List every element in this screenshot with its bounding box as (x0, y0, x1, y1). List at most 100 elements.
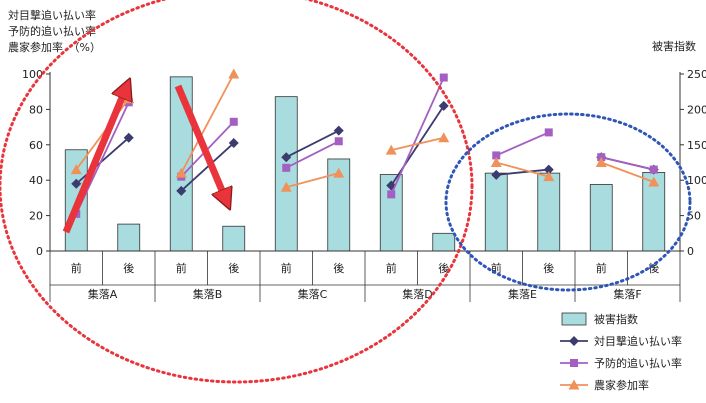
group-label-6: 集落F (613, 287, 641, 301)
series-3-point-3-after (333, 167, 345, 178)
bar-5 (274, 96, 298, 252)
bar-9 (484, 172, 508, 252)
subcategory-label-3-2: 後 (333, 261, 344, 275)
subcategory-label-1-2: 後 (123, 261, 134, 275)
series-1-segment-3 (285, 129, 340, 158)
down-arrow-annotation (174, 84, 226, 200)
group-label-1: 集落A (88, 287, 118, 301)
group-label-5: 集落E (508, 287, 537, 301)
series-2-point-5-after (544, 128, 553, 137)
legend-label-series-2: 予防的追い払い率 (594, 356, 682, 370)
right-axis-title: 被害指数 (652, 39, 696, 53)
bar-11 (589, 184, 613, 252)
legend-marker-series-2 (570, 359, 578, 367)
legend-marker-series-1 (569, 336, 579, 346)
subcategory-label-4-1: 前 (386, 261, 397, 275)
series-3-point-4-after (438, 132, 450, 143)
series-3-point-6-before (595, 157, 607, 167)
subcategory-label-4-2: 後 (438, 261, 449, 275)
bar-2 (117, 223, 141, 252)
series-2-segment-5 (495, 131, 550, 157)
annotation-layer (0, 0, 692, 384)
series-3-segment-5 (496, 161, 549, 178)
group-label-4: 集落D (402, 287, 432, 301)
series-1-point-2-after (228, 138, 239, 149)
bar-8 (432, 232, 456, 252)
bars-layer (64, 76, 666, 252)
blue-dotted-ellipse (444, 112, 692, 292)
group-label-2: 集落B (193, 287, 223, 301)
series-2-point-4-after (439, 73, 448, 82)
right-tick-label-0: 0 (687, 245, 694, 258)
series-1-point-4-after (438, 100, 449, 111)
series-3-point-5-before (490, 157, 502, 167)
subcategory-label-1-1: 前 (71, 261, 82, 275)
series-3-segment-2 (180, 73, 235, 174)
right-tick-label-200: 200 (687, 103, 706, 116)
lines-layer (70, 68, 660, 218)
subcategory-label-6-1: 前 (596, 261, 607, 275)
series-3-point-2-before (175, 167, 187, 178)
series-3-point-5-after (543, 171, 555, 182)
series-3-point-6-after (648, 176, 660, 187)
series-1-segment-5 (496, 168, 549, 176)
series-1-segment-1 (75, 137, 130, 185)
series-3-point-3-before (280, 181, 292, 192)
series-2-point-5-before (492, 151, 501, 160)
series-2-point-2-after (229, 117, 238, 126)
left-axis-title-line-1: 対目撃追い払い率 (8, 8, 96, 22)
series-3-point-2-after (228, 68, 240, 79)
series-3-segment-3 (286, 172, 339, 189)
series-1-point-1-before (71, 178, 82, 189)
right-tick-label-250: 250 (687, 68, 706, 81)
series-2-segment-6 (601, 156, 654, 171)
legend-label-series-3: 農家参加率 (594, 378, 649, 392)
up-arrow-annotation (62, 88, 126, 234)
series-1-point-5-after (543, 164, 554, 175)
series-2-point-3-after (334, 137, 343, 146)
series-3-segment-6 (600, 161, 655, 183)
series-2-segment-3 (285, 140, 340, 169)
red-dotted-ellipse (0, 0, 474, 384)
series-1-point-3-after (333, 125, 344, 136)
subcategory-label-5-1: 前 (491, 261, 502, 275)
series-1-point-1-after (123, 132, 134, 143)
series-2-point-3-before (282, 163, 291, 172)
series-1-point-3-before (281, 152, 292, 163)
bar-10 (537, 172, 561, 252)
legend-label-series-1: 対目撃追い払い率 (594, 334, 682, 348)
left-tick-label-20: 20 (29, 210, 43, 223)
subcategory-label-5-2: 後 (543, 261, 554, 275)
left-axis-title: 対目撃追い払い率 予防的追い払い率 農家参加率 （%） (8, 8, 101, 54)
left-tick-label-100: 100 (22, 68, 43, 81)
series-2-point-4-before (387, 190, 396, 199)
bar-4 (222, 225, 246, 252)
right-tick-label-150: 150 (687, 139, 706, 152)
series-1-point-5-before (491, 169, 502, 180)
series-1-segment-4 (390, 105, 445, 187)
legend-swatch-bars (561, 312, 587, 326)
subcategory-label-2-1: 前 (176, 261, 187, 275)
group-label-3: 集落C (298, 287, 328, 301)
left-tick-label-60: 60 (29, 139, 43, 152)
series-3-point-1-before (70, 164, 82, 175)
left-tick-label-0: 0 (36, 245, 43, 258)
series-2-segment-4 (390, 77, 445, 195)
left-tick-label-40: 40 (29, 174, 43, 187)
left-axis-title-line-3: 農家参加率 （%） (8, 40, 101, 54)
legend-label-bars: 被害指数 (594, 312, 638, 326)
series-1-segment-2 (180, 142, 235, 192)
left-tick-label-80: 80 (29, 103, 43, 116)
legend-marker-series-3 (568, 379, 580, 390)
subcategory-label-3-1: 前 (281, 261, 292, 275)
subcategory-label-6-2: 後 (648, 261, 659, 275)
right-tick-label-100: 100 (687, 174, 706, 187)
series-3-segment-4 (391, 136, 444, 151)
subcategory-label-2-2: 後 (228, 261, 239, 275)
left-axis-title-line-2: 予防的追い払い率 (8, 24, 96, 38)
series-2-point-6-after (649, 165, 658, 174)
bar-3 (169, 76, 193, 252)
